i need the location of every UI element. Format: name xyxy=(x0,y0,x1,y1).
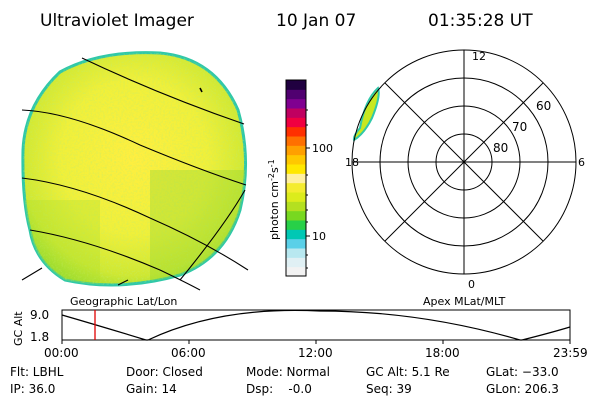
status-ip: IP: 36.0 xyxy=(10,382,55,396)
colorbar-segment xyxy=(286,192,306,202)
colorbar-segment xyxy=(286,145,306,156)
apex-label: Apex MLat/MLT xyxy=(423,295,506,308)
status-dsp: Dsp: -0.0 xyxy=(246,382,312,396)
altitude-curve xyxy=(61,309,571,341)
colorbar xyxy=(286,80,306,277)
colorbar-tick-100: 100 xyxy=(312,142,333,155)
colorbar-frame xyxy=(285,79,307,277)
colorbar-segment xyxy=(286,229,306,240)
time-tick-3: 18:00 xyxy=(425,346,460,360)
time-tick-1: 06:00 xyxy=(171,346,206,360)
time-label: 01:35:28 UT xyxy=(428,11,533,31)
colorbar-segment xyxy=(286,182,306,193)
altitude-strip: GC Alt 9.0 1.8 00:00 06:00 12:00 18:00 2… xyxy=(12,308,588,360)
time-tick-4: 23:59 xyxy=(553,346,588,360)
colorbar-segment xyxy=(286,257,306,268)
colorbar-segment xyxy=(286,89,306,100)
colorbar-segment xyxy=(286,126,306,137)
colorbar-segment xyxy=(286,98,306,109)
colorbar-segment xyxy=(286,108,306,118)
time-tick-2: 12:00 xyxy=(298,346,333,360)
status-filter: Flt: LBHL xyxy=(10,365,64,379)
colorbar-label: photon cm-2s-1 xyxy=(267,159,281,240)
mlt-label-6: 6 xyxy=(578,156,585,169)
status-glon: GLon: 206.3 xyxy=(486,382,559,396)
colorbar-segment xyxy=(286,210,306,221)
date-label: 10 Jan 07 xyxy=(276,11,356,31)
earth-image xyxy=(21,51,249,291)
time-tick-0: 00:00 xyxy=(44,346,79,360)
colorbar-ticks xyxy=(306,109,310,269)
status-panel: Flt: LBHL IP: 36.0 Door: Closed Gain: 14… xyxy=(10,365,559,396)
mlt-label-18: 18 xyxy=(345,156,359,169)
status-mode: Mode: Normal xyxy=(246,365,330,379)
status-glat: GLat: −33.0 xyxy=(486,365,559,379)
colorbar-segment xyxy=(286,220,306,230)
polar-plot: 12 18 6 0 60 70 80 xyxy=(345,49,585,291)
instrument-title: Ultraviolet Imager xyxy=(40,11,194,31)
colorbar-segment xyxy=(286,266,306,277)
geographic-label: Geographic Lat/Lon xyxy=(70,295,177,308)
lat-label-70: 70 xyxy=(512,120,527,134)
lat-label-60: 60 xyxy=(536,99,551,113)
colorbar-segment xyxy=(286,154,306,165)
colorbar-segment xyxy=(286,238,306,249)
colorbar-segment xyxy=(286,136,306,146)
status-gain: Gain: 14 xyxy=(126,382,177,396)
altitude-ylabel: GC Alt xyxy=(12,311,25,346)
status-gcalt: GC Alt: 5.1 Re xyxy=(366,365,450,379)
colorbar-tick-10: 10 xyxy=(312,230,326,243)
colorbar-segment xyxy=(286,201,306,212)
altitude-ytick-high: 9.0 xyxy=(30,308,49,322)
aurora-oval xyxy=(352,86,380,142)
geographic-grid xyxy=(21,57,249,291)
mlt-label-0: 0 xyxy=(468,278,475,291)
colorbar-segment xyxy=(286,173,306,184)
colorbar-segment xyxy=(286,117,306,128)
colorbar-segment xyxy=(286,248,306,258)
status-seq: Seq: 39 xyxy=(366,382,412,396)
mlt-label-12: 12 xyxy=(472,50,486,63)
colorbar-segment xyxy=(286,164,306,174)
altitude-ytick-low: 1.8 xyxy=(30,330,49,344)
colorbar-segment xyxy=(286,80,306,90)
lat-label-80: 80 xyxy=(493,141,508,155)
status-door: Door: Closed xyxy=(126,365,203,379)
